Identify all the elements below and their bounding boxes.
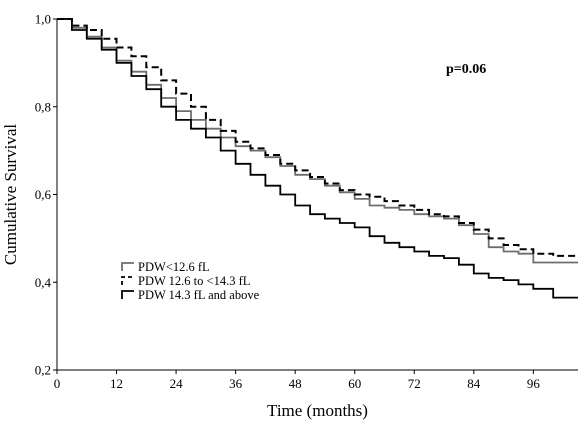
x-tick-label: 96 [527,376,541,391]
legend-label-2: PDW 14.3 fL and above [138,288,260,302]
x-tick-label: 24 [170,376,184,391]
p-value-annotation: p=0.06 [446,62,486,77]
legend-label-1: PDW 12.6 to <14.3 fL [138,274,250,288]
x-tick-label: 36 [229,376,243,391]
x-tick-label: 84 [467,376,481,391]
x-tick-label: 48 [289,376,302,391]
y-axis-ticks: 0,2 0,4 0,6 0,8 1,0 [35,12,57,378]
y-tick-label: 1,0 [35,12,51,27]
y-tick-label: 0,6 [35,187,52,202]
x-axis-ticks: 0 12 24 36 48 60 72 84 96 [54,370,541,391]
legend-item-1: PDW 12.6 to <14.3 fL [121,274,250,288]
x-tick-label: 12 [110,376,123,391]
legend: PDW<12.6 fL PDW 12.6 to <14.3 fL PDW 14.… [121,260,260,302]
legend-label-0: PDW<12.6 fL [138,260,210,274]
x-tick-label: 60 [348,376,361,391]
legend-symbol-1 [121,276,134,285]
legend-symbol-0 [121,262,134,271]
y-axis-title: Cumulative Survival [1,124,20,265]
series-layer [57,18,578,299]
legend-symbol-2 [121,290,134,299]
y-tick-label: 0,4 [35,275,52,290]
x-axis-title: Time (months) [267,401,368,420]
y-tick-label: 0,2 [35,363,51,378]
legend-item-2: PDW 14.3 fL and above [121,288,260,302]
x-tick-label: 72 [408,376,421,391]
legend-item-0: PDW<12.6 fL [121,260,210,274]
series-line-1 [57,18,578,257]
y-tick-label: 0,8 [35,99,51,114]
x-tick-label: 0 [54,376,61,391]
axes: 0 12 24 36 48 60 72 84 96 0,2 0,4 0,6 0,8 1,0 [35,12,578,391]
series-line-2 [57,18,578,299]
